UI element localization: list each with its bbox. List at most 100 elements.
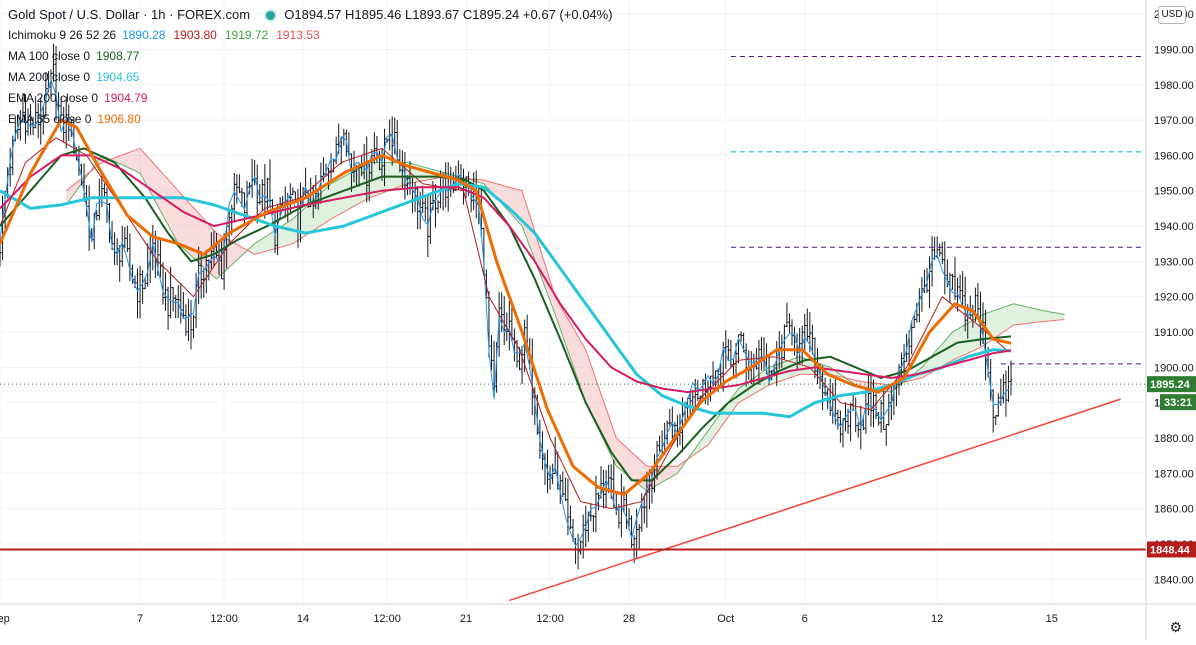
ichimoku-span-b (65, 147, 1065, 467)
cloud-segment (272, 230, 276, 250)
price-bar (912, 314, 916, 329)
countdown-tag (1160, 394, 1196, 411)
price-bar (406, 175, 409, 196)
cloud-segment (672, 466, 675, 477)
cloud-segment (157, 168, 161, 211)
cloud-segment (259, 238, 263, 253)
cloud-segment (1054, 312, 1057, 321)
price-tick-label: 1980.00 (1154, 80, 1194, 92)
currency-button[interactable]: USD (1158, 6, 1186, 24)
cloud-segment (718, 413, 721, 431)
indicator-row[interactable]: MA 100 close 0 1908.77 (8, 46, 613, 67)
cloud-segment (970, 320, 973, 353)
price-bar (215, 233, 218, 259)
cloud-segment (705, 430, 708, 447)
time-tick-label: 12 (931, 613, 943, 625)
indicator-row[interactable]: Ichimoku 9 26 52 26 1890.28 1903.80 1919.72… (8, 25, 613, 46)
price-bar (513, 328, 516, 362)
indicator-legend[interactable]: Ichimoku 9 26 52 26 1890.28 1903.80 1919.72… (8, 25, 613, 130)
price-bar (561, 471, 565, 498)
cloud-segment (595, 379, 599, 430)
cloud-segment (575, 332, 579, 381)
cloud-segment (76, 180, 79, 191)
drawings[interactable] (0, 56, 1146, 602)
price-bar (179, 283, 183, 324)
cloud-segment (634, 454, 637, 483)
price-bar (760, 336, 763, 371)
cloud-segment (68, 186, 72, 202)
price-bar (668, 409, 672, 427)
cloud-segment (1046, 311, 1050, 322)
indicator-lines (0, 78, 1012, 548)
cloud-segment (998, 308, 1001, 336)
cloud-segment (781, 362, 785, 381)
cloud-segment (664, 466, 668, 481)
gear-icon[interactable]: ⚙ (1169, 619, 1182, 635)
cloud-segment (142, 151, 146, 183)
price-bar (793, 327, 796, 356)
indicator-label: Ichimoku 9 26 52 26 (8, 28, 117, 42)
symbol-row[interactable]: Gold Spot / U.S. Dollar · 1h · FOREX.com… (8, 4, 613, 25)
cloud-segment (1013, 303, 1017, 325)
price-bar (187, 298, 190, 341)
indicator-row[interactable]: MA 200 close 0 1904.65 (8, 67, 613, 88)
price-bar (968, 295, 972, 319)
price-bar (856, 422, 860, 438)
price-bar (426, 196, 430, 258)
cloud-segment (631, 452, 635, 481)
cloud-segment (269, 232, 273, 251)
ma-line (0, 118, 1012, 496)
cloud-segment (310, 200, 314, 233)
indicator-row[interactable]: EMA 200 close 0 1904.79 (8, 88, 613, 109)
price-bar (497, 291, 501, 357)
price-bar (164, 272, 167, 311)
cloud-segment (491, 182, 495, 195)
cloud-segment (606, 408, 609, 451)
price-bar (658, 435, 661, 452)
cloud-segment (794, 357, 798, 377)
price-bar (11, 135, 15, 176)
cloud-segment (1051, 312, 1055, 321)
time-axis[interactable]: Sep 7 12:00 14 12:00 21 12:00 28 Oct 6 12 15 (0, 603, 1196, 625)
symbol-title[interactable]: Gold Spot / U.S. Dollar · 1h · FOREX.com (8, 7, 251, 22)
price-bar (864, 389, 868, 434)
cloud-segment (137, 148, 141, 174)
cloud-segment (1008, 304, 1012, 329)
cloud-segment (939, 343, 943, 368)
indicator-label: MA 100 close 0 (8, 49, 91, 63)
price-bar (788, 313, 791, 333)
cloud-segment (695, 445, 698, 454)
cloud-segment (132, 150, 135, 171)
cloud-segment (529, 215, 533, 254)
cloud-segment (168, 179, 171, 230)
price-bar (918, 288, 921, 323)
cloud-segment (588, 357, 591, 414)
cloud-segment (382, 162, 385, 194)
cloud-segment (725, 402, 729, 421)
cloud-segment (542, 255, 545, 288)
cloud-segment (835, 370, 838, 377)
cloud-segment (287, 220, 291, 246)
price-bar (851, 393, 855, 410)
price-bar (59, 97, 63, 116)
cloud-segment (1005, 305, 1009, 331)
time-tick-label: 28 (623, 613, 635, 625)
price-bar (625, 492, 628, 529)
cloud-segment (185, 199, 189, 254)
indicator-row[interactable]: EMA 55 close 0 1906.80 (8, 109, 613, 130)
cloud-segment (397, 162, 400, 188)
indicator-value: 1890.28 (122, 28, 166, 42)
trendline[interactable] (509, 398, 1121, 602)
cloud-segment (792, 358, 795, 378)
cloud-segment (160, 170, 163, 216)
cloud-segment (183, 196, 186, 251)
price-bar (592, 514, 595, 533)
cloud-segment (707, 427, 711, 446)
price-bar (841, 418, 845, 448)
price-axis[interactable]: 1840.001850.001860.001870.001880.001890.… (1145, 0, 1196, 640)
price-bar (227, 210, 231, 245)
cloud-segment (323, 188, 326, 224)
indicator-value: 1913.53 (276, 28, 320, 42)
